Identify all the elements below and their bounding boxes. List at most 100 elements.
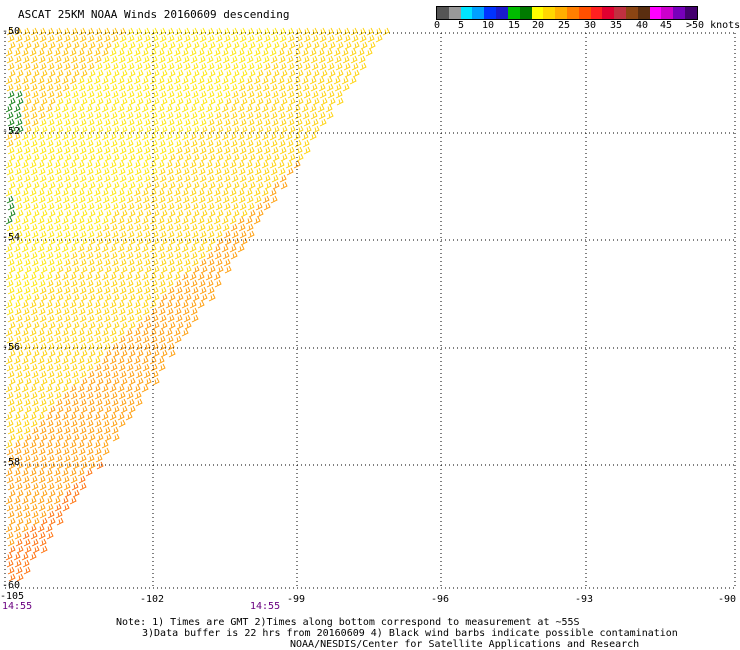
- wind-barb: [70, 335, 78, 344]
- wind-barb: [239, 202, 247, 211]
- wind-barb: [309, 132, 317, 141]
- wind-barb: [120, 181, 128, 190]
- wind-barb: [62, 391, 70, 400]
- wind-barb: [31, 174, 39, 183]
- wind-barb: [21, 48, 29, 57]
- wind-barb: [40, 237, 48, 246]
- wind-barb: [152, 153, 160, 162]
- wind-barb: [23, 510, 31, 519]
- wind-barb: [5, 48, 13, 57]
- wind-barb: [224, 181, 232, 190]
- wind-barb: [96, 293, 104, 302]
- wind-barb: [14, 475, 22, 484]
- wind-barb: [62, 307, 70, 316]
- pass-time: 14:55: [250, 601, 281, 612]
- wind-barb: [135, 230, 143, 239]
- wind-barb: [23, 426, 31, 435]
- wind-barb: [134, 83, 142, 92]
- wind-barb: [270, 139, 278, 148]
- wind-barb: [53, 384, 61, 393]
- wind-barb: [29, 216, 37, 225]
- wind-barb: [38, 167, 46, 176]
- wind-barb: [256, 125, 264, 134]
- wind-barb: [96, 377, 104, 386]
- wind-barb: [39, 34, 47, 43]
- wind-barb: [375, 34, 383, 43]
- wind-barb: [253, 188, 261, 197]
- wind-barb: [319, 62, 327, 71]
- wind-barb: [278, 111, 286, 120]
- wind-barb: [64, 405, 72, 414]
- wind-barb: [46, 475, 54, 484]
- wind-barb: [31, 510, 39, 519]
- wind-barb: [127, 230, 135, 239]
- wind-barb: [320, 41, 328, 50]
- wind-barb: [221, 132, 229, 141]
- wind-barb: [110, 363, 118, 372]
- wind-barb: [175, 90, 183, 99]
- wind-barb: [5, 188, 13, 197]
- wind-barb: [45, 160, 53, 169]
- wind-barb: [191, 202, 199, 211]
- wind-barb: [229, 104, 237, 113]
- wind-barb: [280, 125, 288, 134]
- wind-barb: [119, 286, 127, 295]
- wind-barb: [5, 160, 13, 169]
- wind-barb: [13, 328, 21, 337]
- wind-barb: [8, 573, 16, 582]
- wind-barb: [48, 377, 56, 386]
- wind-barb: [37, 160, 45, 169]
- wind-barb: [224, 265, 232, 274]
- wind-barb: [152, 125, 160, 134]
- wind-barb: [166, 223, 174, 232]
- wind-barb: [7, 566, 15, 575]
- wind-barb: [38, 503, 46, 512]
- wind-barb: [119, 118, 127, 127]
- wind-barb: [192, 153, 200, 162]
- wind-barb: [7, 342, 15, 351]
- wind-barb: [40, 293, 48, 302]
- wind-barb: [14, 111, 22, 120]
- wind-barb: [213, 188, 221, 197]
- wind-barb: [197, 300, 205, 309]
- wind-barb: [87, 230, 95, 239]
- wind-barb: [38, 391, 46, 400]
- wind-barb: [64, 461, 72, 470]
- wind-barb: [296, 69, 304, 78]
- wind-barb: [61, 76, 69, 85]
- wind-barb: [117, 188, 125, 197]
- wind-barb: [136, 153, 144, 162]
- wind-barb: [39, 146, 47, 155]
- wind-barb: [237, 216, 245, 225]
- wind-barb: [200, 181, 208, 190]
- wind-barb: [55, 426, 63, 435]
- wind-barb: [117, 384, 125, 393]
- wind-barb: [69, 76, 77, 85]
- wind-barb: [190, 167, 198, 176]
- wind-barb: [80, 405, 88, 414]
- wind-barb: [88, 433, 96, 442]
- wind-barb: [109, 272, 117, 281]
- wind-barb: [7, 34, 15, 43]
- wind-barb: [176, 237, 184, 246]
- wind-barb: [101, 384, 109, 393]
- wind-barb: [96, 433, 104, 442]
- wind-barb: [288, 97, 296, 106]
- wind-barb: [15, 426, 23, 435]
- wind-barb: [22, 419, 30, 428]
- wind-barb: [166, 307, 174, 316]
- wind-barb: [48, 517, 56, 526]
- wind-barb: [119, 258, 127, 267]
- wind-barb: [47, 34, 55, 43]
- wind-barb: [38, 223, 46, 232]
- wind-barb: [112, 97, 120, 106]
- wind-barb: [87, 90, 95, 99]
- wind-barb: [24, 321, 32, 330]
- wind-barb: [199, 258, 207, 267]
- wind-barb: [87, 342, 95, 351]
- wind-barb: [37, 76, 45, 85]
- wind-barb: [254, 167, 262, 176]
- wind-barb: [157, 328, 165, 337]
- wind-barb: [96, 41, 104, 50]
- wind-barb: [248, 69, 256, 78]
